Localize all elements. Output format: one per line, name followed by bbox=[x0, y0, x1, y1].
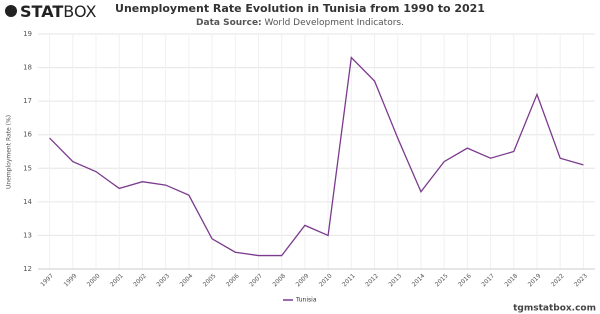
x-tick-label: 2005 bbox=[202, 272, 218, 288]
x-tick-label: 2010 bbox=[318, 272, 334, 288]
x-tick-label: 2022 bbox=[550, 272, 566, 288]
subtitle-text: World Development Indicators. bbox=[265, 18, 404, 28]
x-tick-label: 2008 bbox=[271, 272, 287, 288]
y-tick-label: 13 bbox=[23, 231, 32, 239]
subtitle-label: Data Source: bbox=[196, 18, 262, 28]
x-tick-label: 2019 bbox=[527, 272, 543, 288]
x-tick-label: 2004 bbox=[179, 272, 195, 288]
y-tick-label: 18 bbox=[23, 64, 32, 72]
x-tick-label: 2001 bbox=[109, 272, 125, 288]
legend-label: Tunisia bbox=[295, 297, 317, 304]
x-tick-label: 2007 bbox=[248, 272, 264, 288]
x-tick-label: 2002 bbox=[132, 272, 148, 288]
chart-subtitle: Data Source: World Development Indicator… bbox=[196, 18, 404, 28]
x-tick-label: 2012 bbox=[364, 272, 380, 288]
x-tick-label: 2023 bbox=[573, 272, 589, 288]
logo: STATBOX bbox=[5, 2, 97, 21]
chart-title: Unemployment Rate Evolution in Tunisia f… bbox=[115, 2, 485, 15]
x-tick-label: 2003 bbox=[155, 272, 171, 288]
x-tick-label: 1997 bbox=[39, 272, 55, 288]
x-tick-label: 2016 bbox=[457, 272, 473, 288]
x-tick-label: 2011 bbox=[341, 272, 357, 288]
y-tick-label: 14 bbox=[23, 198, 32, 206]
footer: tgmstatbox.com bbox=[513, 304, 596, 314]
x-tick-label: 2006 bbox=[225, 272, 241, 288]
logo-light: BOX bbox=[63, 2, 96, 21]
y-tick-label: 16 bbox=[23, 131, 32, 139]
x-tick-label: 1999 bbox=[63, 272, 79, 288]
x-tick-label: 2018 bbox=[503, 272, 519, 288]
x-tick-label: 2014 bbox=[411, 272, 427, 288]
x-tick-label: 2015 bbox=[434, 272, 450, 288]
x-tick-label: 2000 bbox=[86, 272, 102, 288]
logo-bold: STAT bbox=[20, 2, 63, 21]
y-tick-label: 17 bbox=[23, 97, 32, 105]
y-tick-label: 15 bbox=[23, 164, 32, 172]
line bbox=[49, 56, 584, 257]
logo-text: STATBOX bbox=[20, 2, 97, 21]
x-tick-label: 2009 bbox=[295, 272, 311, 288]
y-axis-label: Unemployment Rate (%) bbox=[6, 115, 13, 189]
x-tick-label: 2013 bbox=[387, 272, 403, 288]
logo-icon bbox=[5, 5, 17, 17]
x-tick-label: 2017 bbox=[480, 272, 496, 288]
y-tick-label: 19 bbox=[23, 30, 32, 38]
y-tick-label: 12 bbox=[23, 265, 32, 273]
